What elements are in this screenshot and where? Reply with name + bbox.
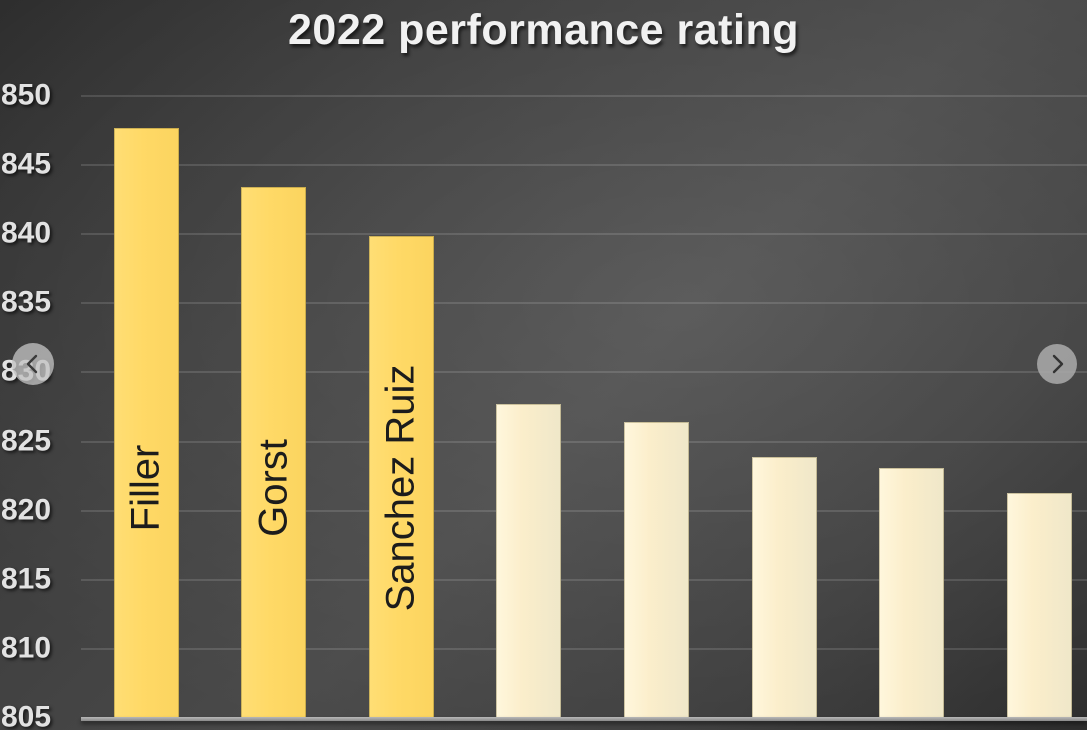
y-tick-label-850: 850 — [1, 78, 52, 112]
gridline-810 — [81, 647, 1087, 650]
gridline-840 — [81, 233, 1087, 236]
gridline-830 — [81, 371, 1087, 374]
bar-sanchez-ruiz — [368, 235, 434, 719]
bar-unlabeled-7 — [879, 467, 945, 719]
gridline-820 — [81, 509, 1087, 512]
chevron-left-icon — [20, 351, 46, 377]
bar-unlabeled-4 — [496, 404, 562, 719]
y-tick-label-840: 840 — [1, 216, 52, 250]
gridline-815 — [81, 578, 1087, 581]
bar-label-gorst: Gorst — [251, 439, 296, 537]
chevron-right-icon — [1044, 351, 1070, 377]
bar-label-sanchez-ruiz: Sanchez Ruiz — [378, 364, 423, 612]
y-tick-label-820: 820 — [1, 492, 52, 526]
bar-filler — [113, 127, 179, 719]
bar-unlabeled-8 — [1006, 492, 1072, 719]
previous-slide-button[interactable] — [12, 343, 54, 385]
gridline-845 — [81, 164, 1087, 167]
chart-title: 2022 performance rating — [288, 6, 799, 54]
y-tick-label-825: 825 — [1, 423, 52, 457]
bar-gorst — [241, 187, 307, 719]
bar-unlabeled-5 — [623, 422, 689, 719]
bar-label-filler: Filler — [123, 444, 168, 532]
y-tick-label-835: 835 — [1, 285, 52, 319]
gridline-825 — [81, 440, 1087, 443]
bar-unlabeled-6 — [751, 456, 817, 719]
y-tick-label-805: 805 — [1, 700, 52, 730]
y-tick-label-810: 810 — [1, 631, 52, 665]
y-tick-label-815: 815 — [1, 562, 52, 596]
gridline-850 — [81, 95, 1087, 97]
gridline-835 — [81, 302, 1087, 305]
y-tick-label-845: 845 — [1, 147, 52, 181]
next-slide-button[interactable] — [1037, 344, 1077, 384]
x-axis-line — [81, 717, 1087, 721]
